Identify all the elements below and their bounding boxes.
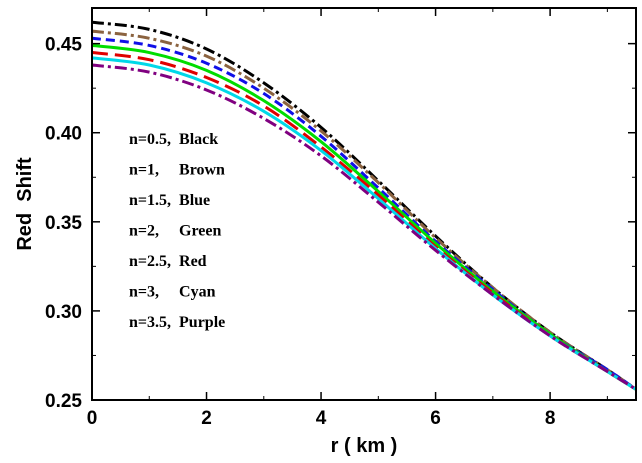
annotation-label: n=2, Green <box>129 223 221 240</box>
x-tick-label: 2 <box>201 408 212 429</box>
y-axis-label: Red Shift <box>14 157 36 251</box>
annotation-label: n=0.5, Black <box>129 131 218 148</box>
plot-frame <box>91 7 637 401</box>
annotation-group: n=0.5, Black n=1, Brown n=1.5, Blue n=2, Gr… <box>129 131 225 331</box>
x-tick-label: 6 <box>430 408 441 429</box>
annotation-label: n=3, Cyan <box>129 284 216 301</box>
x-tick-label: 0 <box>87 408 98 429</box>
y-tick-label: 0.45 <box>45 35 82 56</box>
annotation-label: n=2.5, Red <box>129 253 207 270</box>
series-group <box>91 20 637 391</box>
annotation-label: n=3.5, Purple <box>129 314 225 331</box>
x-tick-label: 4 <box>316 408 327 429</box>
y-tick-label: 0.30 <box>45 302 82 323</box>
y-tick-label: 0.25 <box>45 391 82 412</box>
series-line-6 <box>91 63 637 391</box>
tick-group: 0 2 4 6 8 0.25 0.30 0.35 0.40 0.45 <box>45 8 636 429</box>
y-tick-label: 0.35 <box>45 213 82 234</box>
annotation-label: n=1, Brown <box>129 162 225 179</box>
x-tick-label: 8 <box>545 408 556 429</box>
y-tick-label: 0.40 <box>45 124 82 145</box>
annotation-label: n=1.5, Blue <box>129 192 210 209</box>
x-axis-label: r ( km ) <box>331 435 398 457</box>
